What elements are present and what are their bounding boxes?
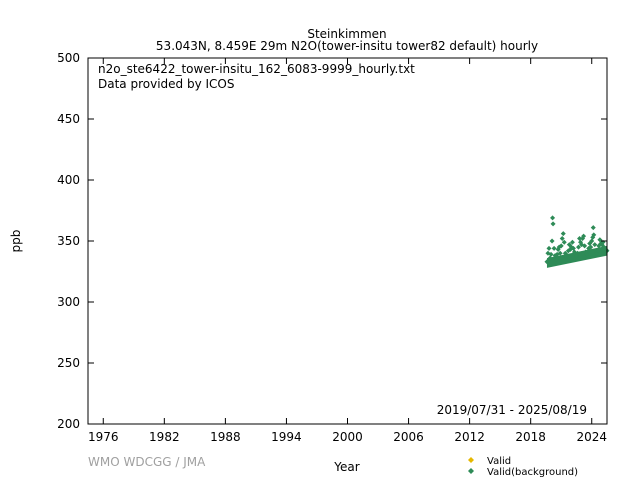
data-point-valid-background bbox=[546, 245, 552, 251]
data-point-valid-background bbox=[582, 243, 588, 249]
legend-marker-valid-background bbox=[468, 468, 474, 474]
x-tick-label: 1976 bbox=[88, 430, 119, 444]
y-tick-label: 500 bbox=[57, 51, 80, 65]
data-point-valid-background bbox=[581, 233, 587, 239]
data-point-valid-background bbox=[592, 242, 598, 248]
data-point-valid-background bbox=[561, 239, 567, 245]
data-point-valid-background bbox=[551, 245, 557, 251]
credit-text: WMO WDCGG / JMA bbox=[88, 455, 206, 469]
data-point-valid-background bbox=[549, 238, 555, 244]
data-point-valid-background bbox=[558, 243, 564, 249]
legend-label-valid-background: Valid(background) bbox=[487, 467, 578, 478]
y-tick-label: 300 bbox=[57, 295, 80, 309]
data-filename: n2o_ste6422_tower-insitu_162_6083-9999_h… bbox=[98, 62, 415, 76]
data-point-valid-background bbox=[595, 248, 601, 254]
data-provider: Data provided by ICOS bbox=[98, 77, 234, 91]
data-point-valid-background bbox=[559, 236, 565, 242]
data-point-valid-background bbox=[588, 244, 594, 250]
plot-frame bbox=[87, 57, 608, 425]
data-point-valid-background bbox=[550, 221, 556, 227]
y-tick-label: 200 bbox=[57, 417, 80, 431]
x-axis-label: Year bbox=[333, 460, 359, 474]
y-tick-label: 400 bbox=[57, 173, 80, 187]
data-point-valid-background bbox=[553, 256, 559, 262]
data-point-valid-background bbox=[590, 225, 596, 231]
data-point-valid-background bbox=[550, 215, 556, 221]
legend-marker-valid bbox=[468, 457, 474, 463]
data-point-valid-background bbox=[570, 245, 576, 251]
data-point-valid-background bbox=[591, 232, 597, 238]
data-point-valid-background bbox=[569, 239, 575, 245]
x-tick-label: 2012 bbox=[454, 430, 485, 444]
chart-subtitle: 53.043N, 8.459E 29m N2O(tower-insitu tow… bbox=[156, 39, 538, 53]
data-point-valid-background bbox=[574, 250, 580, 256]
x-tick-label: 2018 bbox=[515, 430, 546, 444]
data-point-valid-background bbox=[589, 238, 595, 244]
data-point-valid-background bbox=[557, 250, 563, 256]
y-tick-label: 450 bbox=[57, 112, 80, 126]
y-tick-label: 350 bbox=[57, 234, 80, 248]
data-point-valid-background bbox=[585, 249, 591, 255]
y-tick-label: 250 bbox=[57, 356, 80, 370]
x-tick-label: 1988 bbox=[210, 430, 241, 444]
legend-label-valid: Valid bbox=[487, 456, 511, 467]
data-point-valid-background bbox=[576, 244, 582, 250]
y-axis-label: ppb bbox=[9, 230, 23, 253]
x-tick-label: 1982 bbox=[149, 430, 180, 444]
data-point-valid-background bbox=[547, 255, 553, 261]
data-point-valid-background bbox=[564, 253, 570, 259]
data-point-valid-background bbox=[548, 251, 554, 257]
data-point-valid-background bbox=[544, 259, 550, 265]
x-tick-label: 2024 bbox=[576, 430, 607, 444]
x-tick-label: 2006 bbox=[393, 430, 424, 444]
data-point-valid-background bbox=[577, 236, 583, 242]
legend: Valid Valid(background) bbox=[468, 456, 578, 478]
chart-title: Steinkimmen bbox=[307, 27, 386, 41]
x-tick-label: 2000 bbox=[332, 430, 363, 444]
x-tick-label: 1994 bbox=[271, 430, 302, 444]
data-point-valid-background bbox=[560, 231, 566, 237]
date-range: 2019/07/31 - 2025/08/19 bbox=[437, 403, 587, 417]
